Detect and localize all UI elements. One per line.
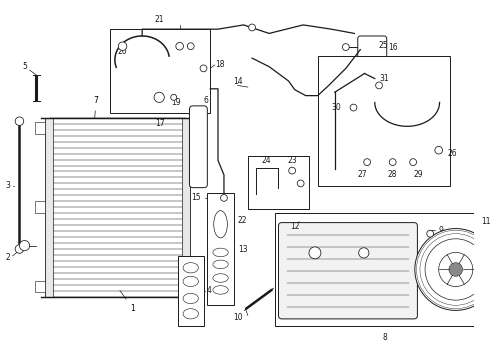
Circle shape: [187, 43, 194, 50]
Bar: [178, 256, 203, 326]
Text: 1: 1: [120, 291, 135, 313]
Text: 29: 29: [414, 170, 423, 179]
Circle shape: [364, 159, 370, 166]
Circle shape: [20, 240, 30, 251]
Text: 17: 17: [155, 120, 165, 129]
Circle shape: [359, 248, 369, 258]
Ellipse shape: [213, 274, 228, 282]
Circle shape: [439, 252, 473, 287]
Bar: [318, 57, 450, 186]
Text: 25: 25: [379, 41, 389, 50]
Circle shape: [220, 194, 227, 201]
Circle shape: [289, 167, 295, 174]
Text: 12: 12: [291, 222, 300, 231]
Circle shape: [350, 104, 357, 111]
Ellipse shape: [214, 211, 227, 238]
Ellipse shape: [183, 276, 198, 287]
Bar: [190, 272, 198, 284]
Bar: [248, 156, 309, 209]
Bar: [35, 280, 45, 292]
Circle shape: [154, 92, 164, 103]
Circle shape: [343, 44, 349, 50]
FancyBboxPatch shape: [278, 222, 417, 319]
Text: 21: 21: [154, 15, 164, 24]
Circle shape: [376, 82, 383, 89]
Bar: [35, 201, 45, 213]
Text: 27: 27: [357, 170, 367, 179]
Text: 16: 16: [389, 42, 398, 51]
Circle shape: [118, 42, 127, 50]
Text: 26: 26: [447, 149, 457, 158]
Circle shape: [425, 239, 487, 300]
Text: 11: 11: [481, 217, 490, 226]
Bar: [190, 133, 198, 145]
Circle shape: [410, 159, 416, 166]
Ellipse shape: [183, 263, 198, 273]
Text: 4: 4: [207, 286, 212, 295]
Circle shape: [435, 146, 442, 154]
Ellipse shape: [183, 309, 198, 319]
Text: 22: 22: [238, 216, 247, 225]
Text: 28: 28: [388, 170, 397, 179]
Circle shape: [389, 159, 396, 166]
Text: 14: 14: [233, 77, 243, 86]
FancyBboxPatch shape: [358, 36, 387, 58]
Ellipse shape: [183, 293, 198, 303]
Text: 19: 19: [171, 98, 181, 107]
Circle shape: [200, 65, 207, 72]
Text: 5: 5: [22, 62, 27, 71]
Circle shape: [171, 94, 177, 100]
Bar: [182, 118, 190, 297]
Text: 3: 3: [5, 181, 10, 190]
Bar: [207, 193, 234, 305]
Circle shape: [176, 42, 183, 50]
Ellipse shape: [213, 286, 228, 294]
Text: 7: 7: [94, 96, 98, 118]
Ellipse shape: [213, 248, 228, 257]
Text: 10: 10: [233, 313, 243, 322]
Circle shape: [15, 117, 24, 126]
Ellipse shape: [213, 260, 228, 269]
Bar: [275, 213, 490, 326]
Circle shape: [309, 247, 321, 259]
Text: 20: 20: [117, 47, 127, 56]
Bar: [35, 122, 45, 134]
Text: 18: 18: [216, 60, 225, 69]
Circle shape: [297, 180, 304, 187]
Text: 30: 30: [332, 103, 342, 112]
Text: 2: 2: [5, 253, 10, 262]
Text: 31: 31: [379, 74, 389, 83]
Circle shape: [249, 24, 255, 31]
Circle shape: [427, 230, 434, 237]
Text: 8: 8: [383, 333, 388, 342]
Circle shape: [415, 229, 490, 310]
Text: 6: 6: [203, 96, 208, 105]
Text: 24: 24: [262, 156, 271, 165]
Text: 23: 23: [287, 156, 297, 165]
Text: 9: 9: [439, 226, 443, 235]
Bar: [45, 118, 53, 297]
FancyBboxPatch shape: [190, 106, 207, 188]
Text: 15: 15: [191, 193, 201, 202]
Text: 13: 13: [239, 244, 248, 253]
Bar: [45, 118, 190, 297]
Circle shape: [449, 263, 463, 276]
Bar: [110, 29, 210, 113]
Circle shape: [15, 245, 24, 253]
